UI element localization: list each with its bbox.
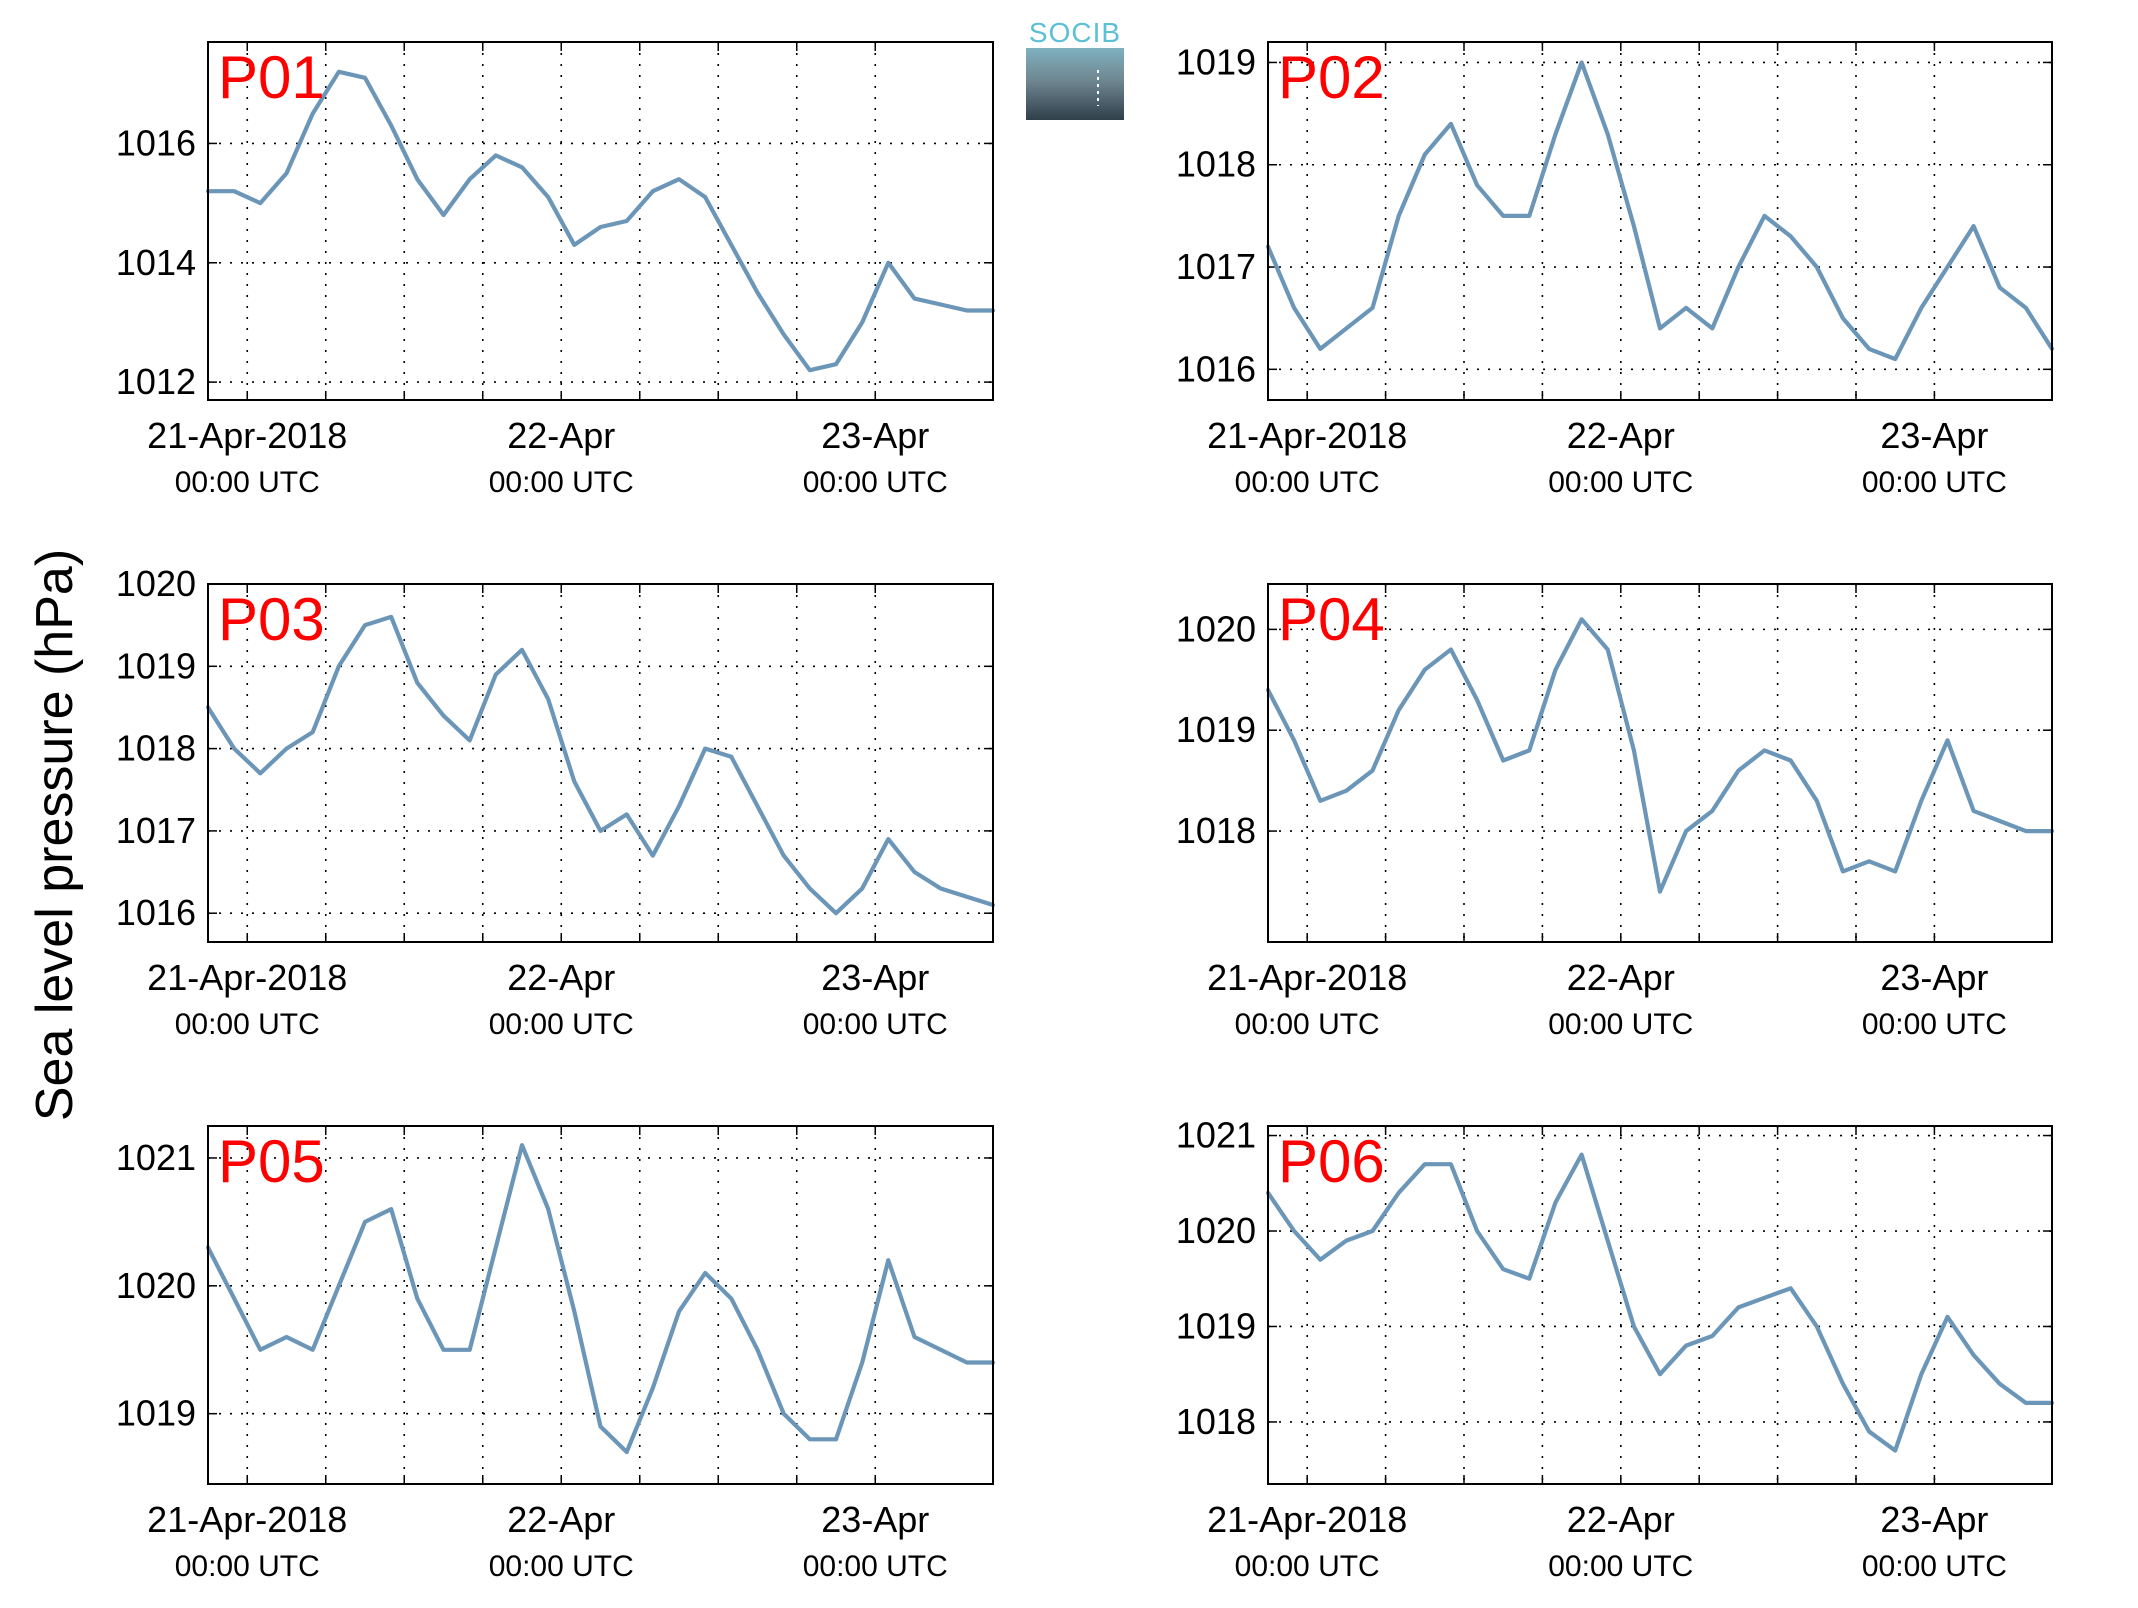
x-tick-date-label: 21-Apr-2018 [147, 1499, 347, 1540]
panel-label: P01 [218, 44, 325, 111]
socib-logo-band [1026, 48, 1124, 120]
y-tick-label: 1021 [116, 1137, 196, 1178]
y-tick-label: 1019 [1176, 709, 1256, 750]
axes-frame [1267, 583, 2053, 943]
panel-label: P03 [218, 586, 325, 653]
y-tick-label: 1020 [1176, 608, 1256, 649]
y-tick-label: 1021 [1176, 1115, 1256, 1156]
y-tick-label: 1018 [1176, 1401, 1256, 1442]
x-tick-time-label: 00:00 UTC [489, 1008, 634, 1041]
x-tick-time-label: 00:00 UTC [175, 1550, 320, 1583]
socib-logo: SOCIB [1026, 17, 1124, 120]
x-tick-time-label: 00:00 UTC [1862, 466, 2007, 499]
y-tick-label: 1019 [116, 1393, 196, 1434]
x-tick-date-label: 23-Apr [821, 415, 929, 456]
x-tick-date-label: 21-Apr-2018 [1207, 957, 1407, 998]
y-tick-label: 1020 [1176, 1210, 1256, 1251]
panel-p05: 1019 1020 1021 P05 21-Apr-2018 00:00 UTC 22-Ap… [116, 1125, 996, 1583]
panel-label: P06 [1278, 1128, 1385, 1195]
y-axis-label: Sea level pressure (hPa) [26, 549, 84, 1121]
x-tick-date-label: 23-Apr [1880, 957, 1988, 998]
x-tick-time-label: 00:00 UTC [803, 466, 948, 499]
x-tick-time-label: 00:00 UTC [1548, 1008, 1693, 1041]
axes-frame [207, 583, 994, 943]
y-tick-label: 1018 [1176, 810, 1256, 851]
y-tick-label: 1012 [116, 361, 196, 402]
pressure-line [205, 1143, 996, 1455]
y-tick-label: 1017 [116, 810, 196, 851]
y-tick-label: 1018 [1176, 144, 1256, 185]
panel-label: P02 [1278, 44, 1385, 111]
x-tick-date-label: 22-Apr [507, 1499, 615, 1540]
x-tick-date-label: 21-Apr-2018 [147, 415, 347, 456]
x-tick-date-label: 23-Apr [1880, 1499, 1988, 1540]
pressure-line [1265, 1152, 2055, 1453]
x-tick-time-label: 00:00 UTC [1235, 1008, 1380, 1041]
y-tick-label: 1019 [116, 645, 196, 686]
x-tick-time-label: 00:00 UTC [1548, 1550, 1693, 1583]
socib-logo-text: SOCIB [1029, 17, 1121, 48]
y-tick-label: 1016 [1176, 348, 1256, 389]
panel-label: P04 [1278, 586, 1385, 653]
pressure-line [1265, 617, 2055, 894]
x-tick-time-label: 00:00 UTC [1862, 1008, 2007, 1041]
pressure-line [1265, 60, 2055, 362]
x-tick-time-label: 00:00 UTC [803, 1008, 948, 1041]
x-tick-date-label: 21-Apr-2018 [1207, 1499, 1407, 1540]
x-tick-date-label: 21-Apr-2018 [147, 957, 347, 998]
y-tick-label: 1018 [116, 728, 196, 769]
axes-frame [1267, 1125, 2053, 1485]
x-tick-time-label: 00:00 UTC [1548, 466, 1693, 499]
panel-label: P05 [218, 1128, 325, 1195]
y-tick-label: 1019 [1176, 1305, 1256, 1346]
pressure-line [205, 69, 996, 373]
panel-p02: 1016 1017 1018 1019 P02 21-Apr-2018 00:00 UTC 2… [1176, 41, 2055, 499]
y-tick-label: 1019 [1176, 41, 1256, 82]
y-tick-label: 1016 [116, 122, 196, 163]
x-tick-date-label: 22-Apr [1567, 1499, 1675, 1540]
y-tick-label: 1014 [116, 242, 196, 283]
x-tick-date-label: 23-Apr [821, 957, 929, 998]
pressure-line [205, 614, 996, 916]
y-tick-label: 1016 [116, 892, 196, 933]
axes-frame [1267, 41, 2053, 401]
panel-p01: 1012 1014 1016 P01 21-Apr-2018 00:00 UTC 22-Ap… [116, 41, 996, 499]
x-tick-time-label: 00:00 UTC [1235, 1550, 1380, 1583]
x-tick-time-label: 00:00 UTC [175, 1008, 320, 1041]
y-tick-label: 1020 [116, 1265, 196, 1306]
x-tick-date-label: 22-Apr [1567, 957, 1675, 998]
panel-p03: 1016 1017 1018 1019 1020 P03 21-Apr-2018 00:00 … [116, 563, 996, 1041]
axes-frame [207, 1125, 994, 1485]
x-tick-time-label: 00:00 UTC [1862, 1550, 2007, 1583]
x-tick-date-label: 23-Apr [1880, 415, 1988, 456]
x-tick-time-label: 00:00 UTC [489, 1550, 634, 1583]
x-tick-date-label: 23-Apr [821, 1499, 929, 1540]
x-tick-time-label: 00:00 UTC [803, 1550, 948, 1583]
y-tick-label: 1017 [1176, 246, 1256, 287]
axes-frame [207, 41, 994, 401]
y-tick-label: 1020 [116, 563, 196, 604]
x-tick-date-label: 21-Apr-2018 [1207, 415, 1407, 456]
panel-p04: 1018 1019 1020 P04 21-Apr-2018 00:00 UTC 22-Ap… [1176, 583, 2055, 1041]
x-tick-date-label: 22-Apr [1567, 415, 1675, 456]
x-tick-time-label: 00:00 UTC [175, 466, 320, 499]
panel-p06: 1018 1019 1020 1021 P06 21-Apr-2018 00:00 UTC 2… [1176, 1115, 2055, 1583]
panels: 1012 1014 1016 P01 21-Apr-2018 00:00 UTC 22-Ap… [116, 41, 2055, 1583]
x-tick-time-label: 00:00 UTC [1235, 466, 1380, 499]
x-tick-date-label: 22-Apr [507, 415, 615, 456]
x-tick-time-label: 00:00 UTC [489, 466, 634, 499]
x-tick-date-label: 22-Apr [507, 957, 615, 998]
